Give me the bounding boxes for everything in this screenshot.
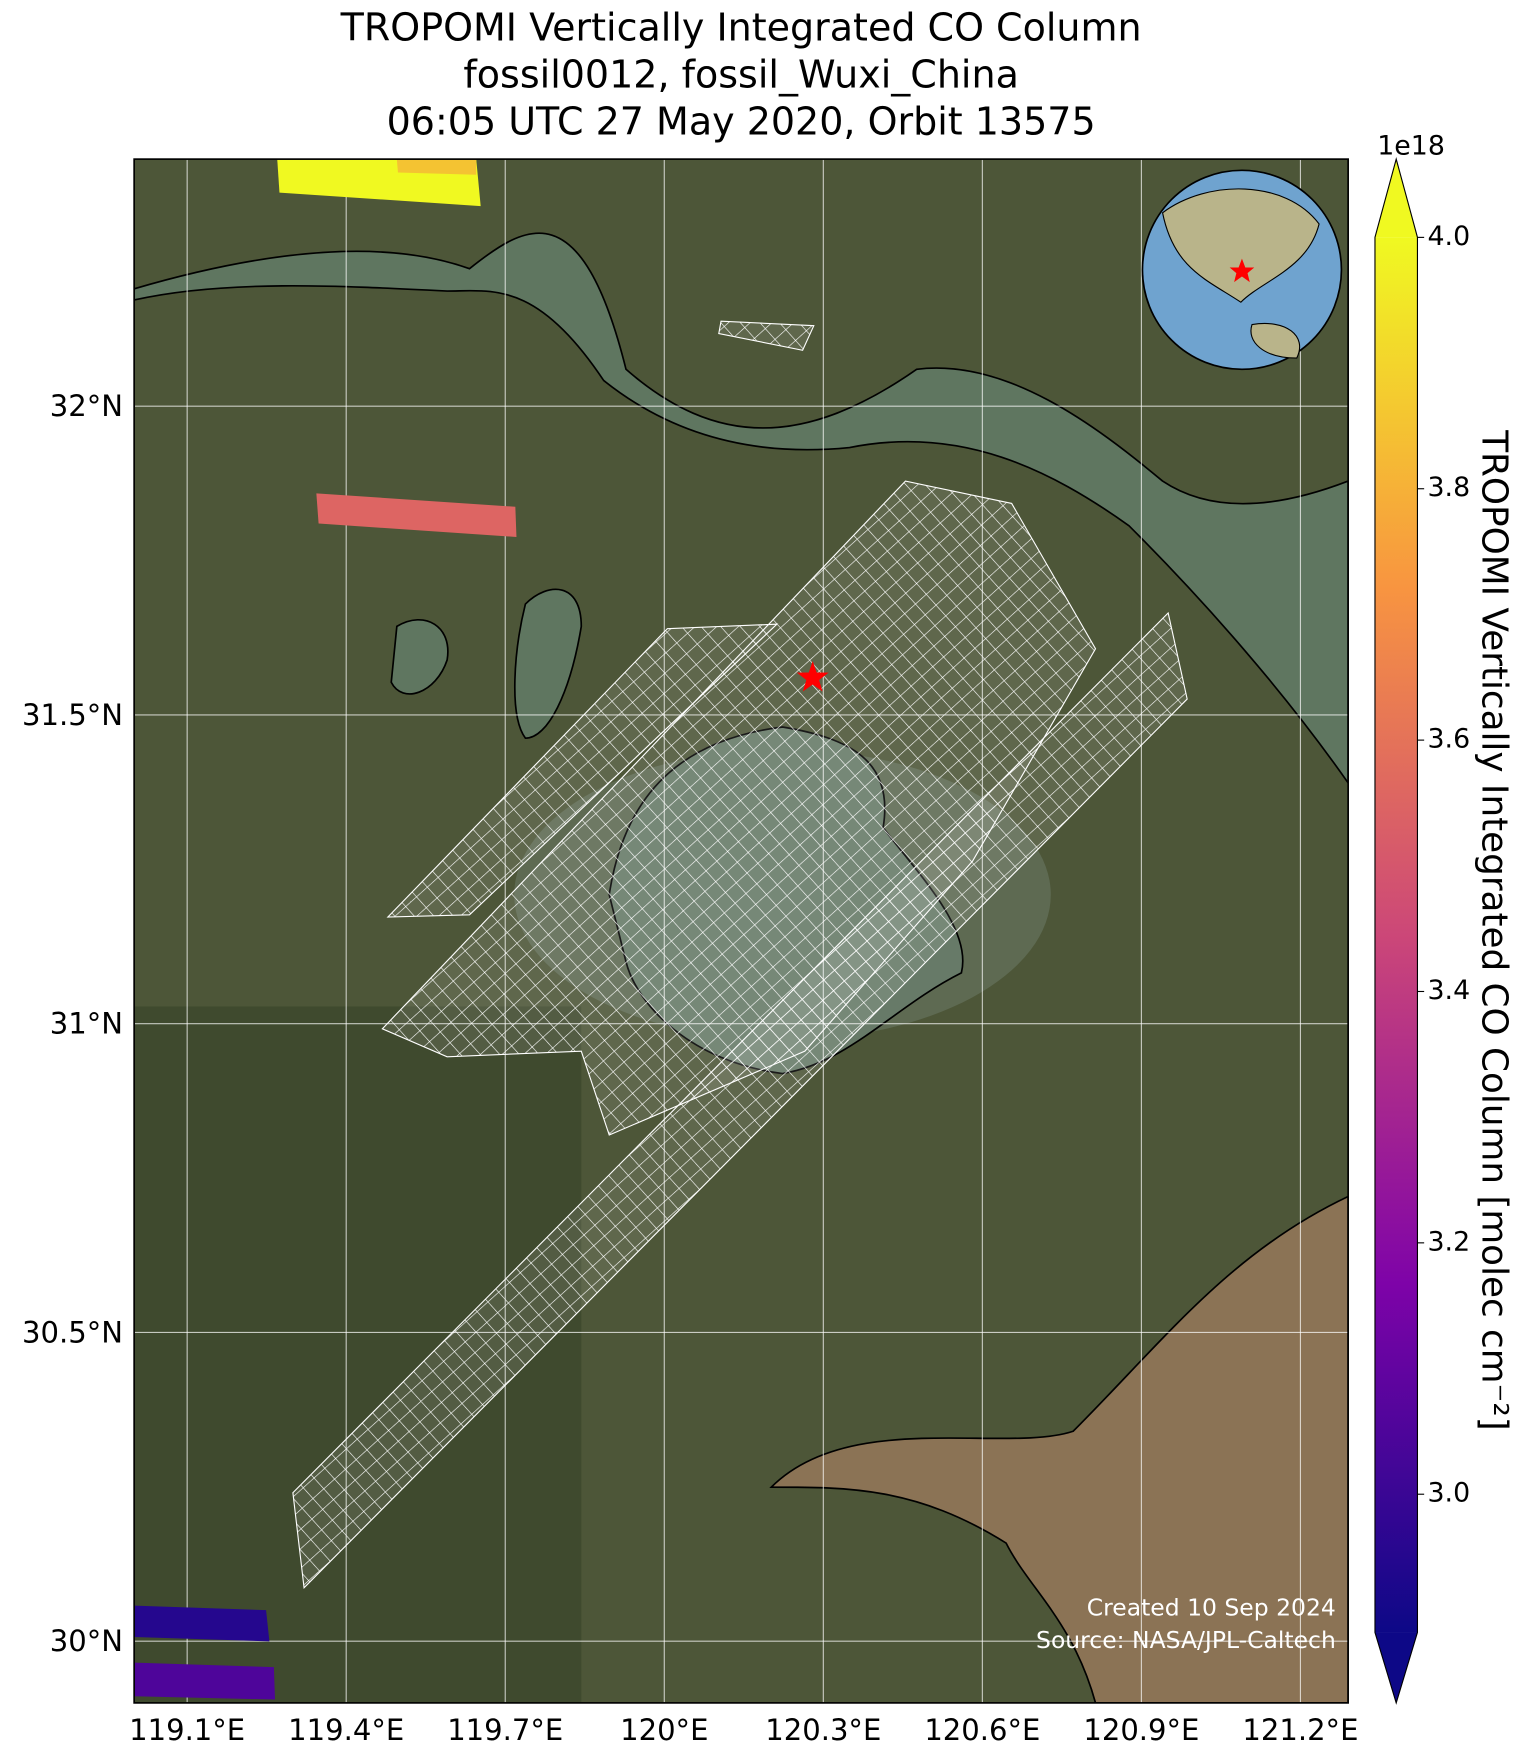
map: Created 10 Sep 2024 Source: NASA/JPL-Cal…: [134, 159, 1349, 1703]
colorbar-tick-label: 4.0: [1428, 221, 1471, 252]
colorbar-tick-label: 3.2: [1428, 1226, 1471, 1257]
title-line: fossil0012, fossil_Wuxi_China: [463, 53, 1018, 97]
colorbar-body: [1374, 237, 1418, 1633]
site-marker: [796, 661, 829, 692]
y-tick-label: 30.5°N: [22, 1315, 123, 1349]
y-tick-label: 31°N: [50, 1007, 123, 1041]
lake: [390, 619, 449, 695]
title-line: 06:05 UTC 27 May 2020, Orbit 13575: [387, 100, 1096, 144]
colorbar-extend-top: [1374, 159, 1418, 238]
river: [134, 232, 1349, 785]
pixels: [134, 159, 829, 1700]
co-pixel: [396, 159, 477, 175]
annotation: Created 10 Sep 2024: [1087, 1594, 1336, 1622]
globe-star: [1229, 258, 1255, 283]
axes: 119.1°E 119.4°E 119.7°E 120°E 120.3°E 120.6°E…: [22, 389, 1358, 1747]
bay: [769, 1195, 1349, 1703]
x-tick-label: 119.1°E: [129, 1713, 245, 1747]
y-tick-label: 32°N: [50, 389, 123, 423]
map-frame: [133, 158, 1349, 1704]
x-tick-label: 120°E: [620, 1713, 708, 1747]
colorbar-label: TROPOMI Vertically Integrated CO Column …: [1473, 429, 1514, 1431]
grid: [134, 159, 1349, 1703]
annotation: Source: NASA/JPL-Caltech: [1036, 1626, 1336, 1654]
co-pixel: [134, 1605, 270, 1642]
colorbar-tick-label: 3.8: [1428, 472, 1471, 503]
no-data-swath: [292, 611, 1188, 1589]
y-tick-label: 31.5°N: [22, 698, 123, 732]
colorbar-tick-label: 3.4: [1428, 975, 1471, 1006]
lake: [514, 588, 583, 740]
colorbar: 3.0 3.2 3.4 3.6 3.8 4.0 1e18 TROPOMI Vertically…: [1374, 131, 1514, 1705]
colorbar-tick-label: 3.0: [1428, 1478, 1471, 1509]
x-tick-label: 119.7°E: [447, 1713, 563, 1747]
x-tick-label: 119.4°E: [288, 1713, 404, 1747]
colorbar-offset: 1e18: [1377, 131, 1445, 162]
y-tick-label: 30°N: [50, 1624, 123, 1658]
colorbar-tick-label: 3.6: [1428, 724, 1471, 755]
title-line: TROPOMI Vertically Integrated CO Column: [340, 6, 1142, 50]
x-tick-label: 120.9°E: [1083, 1713, 1199, 1747]
x-tick-label: 120.3°E: [765, 1713, 881, 1747]
co-pixel: [316, 493, 517, 537]
x-tick-label: 120.6°E: [924, 1713, 1040, 1747]
x-tick-label: 121.2°E: [1242, 1713, 1358, 1747]
colorbar-extend-bottom: [1374, 1632, 1418, 1703]
co-pixel: [134, 1662, 275, 1700]
no-data-swath: [718, 320, 815, 351]
